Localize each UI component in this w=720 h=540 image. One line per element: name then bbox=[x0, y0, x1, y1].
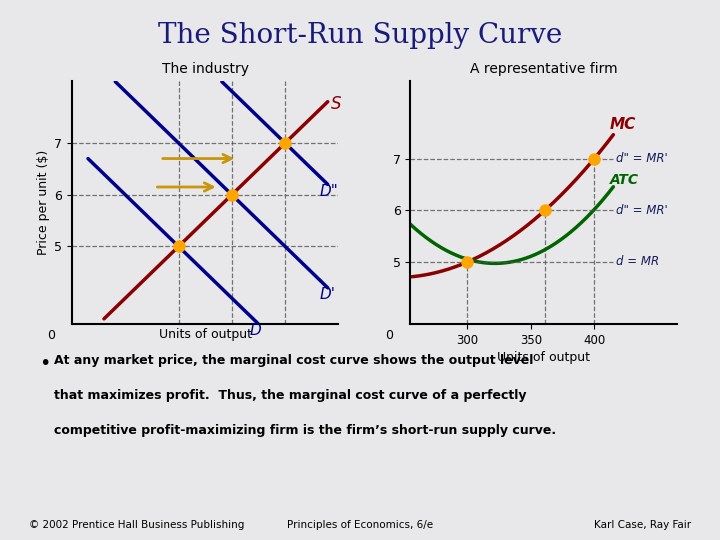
Text: S: S bbox=[330, 96, 341, 113]
Text: © 2002 Prentice Hall Business Publishing: © 2002 Prentice Hall Business Publishing bbox=[29, 520, 244, 530]
Text: that maximizes profit.  Thus, the marginal cost curve of a perfectly: that maximizes profit. Thus, the margina… bbox=[54, 389, 526, 402]
Title: The industry: The industry bbox=[162, 62, 248, 76]
Y-axis label: Price per unit ($): Price per unit ($) bbox=[37, 150, 50, 255]
Text: Principles of Economics, 6/e: Principles of Economics, 6/e bbox=[287, 520, 433, 530]
Text: d" = MR': d" = MR' bbox=[616, 152, 667, 165]
Text: d" = MR': d" = MR' bbox=[616, 204, 667, 217]
X-axis label: Units of output: Units of output bbox=[497, 351, 590, 364]
Text: D': D' bbox=[320, 287, 336, 302]
Text: The Short-Run Supply Curve: The Short-Run Supply Curve bbox=[158, 22, 562, 49]
Text: At any market price, the marginal cost curve shows the output level: At any market price, the marginal cost c… bbox=[54, 354, 534, 367]
Text: 0: 0 bbox=[385, 328, 393, 342]
Text: MC: MC bbox=[610, 117, 636, 132]
Text: ATC: ATC bbox=[610, 173, 639, 187]
Title: A representative firm: A representative firm bbox=[469, 62, 618, 76]
Text: competitive profit-maximizing firm is the firm’s short-run supply curve.: competitive profit-maximizing firm is th… bbox=[54, 424, 556, 437]
Text: D": D" bbox=[320, 184, 338, 199]
Text: d = MR: d = MR bbox=[616, 255, 659, 268]
Text: D: D bbox=[250, 323, 262, 338]
Text: •: • bbox=[40, 354, 51, 373]
X-axis label: Units of output: Units of output bbox=[158, 328, 252, 341]
Text: Karl Case, Ray Fair: Karl Case, Ray Fair bbox=[594, 520, 691, 530]
Text: 0: 0 bbox=[47, 328, 55, 342]
